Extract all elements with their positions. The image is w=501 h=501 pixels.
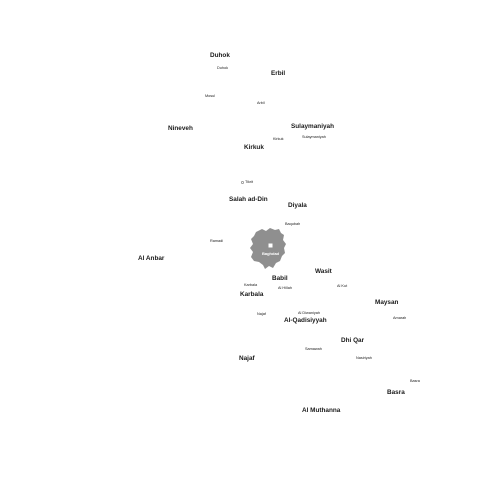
- province-label-sulaymaniyah: Sulaymaniyah: [291, 123, 334, 130]
- city-label-tikrit: Tikrit: [245, 180, 254, 184]
- city-label-nasiriyah: Nasiriyah: [356, 356, 372, 360]
- province-label-erbil: Erbil: [271, 70, 286, 77]
- city-label-arbil: Arbil: [257, 101, 265, 105]
- capital-marker: [268, 243, 273, 248]
- city-label-sulaymaniyah: Sulaymaniyah: [302, 135, 326, 139]
- province-label-duhok: Duhok: [210, 52, 230, 59]
- province-label-al-qadisiyyah: Al-Qadisiyyah: [284, 317, 327, 324]
- province-label-kirkuk: Kirkuk: [244, 144, 264, 151]
- province-label-wasit: Wasit: [315, 268, 332, 275]
- tikrit-marker: [241, 181, 244, 184]
- city-label-duhok: Duhok: [217, 66, 228, 70]
- city-label-al-diwaniyah: Al Diwaniyah: [298, 311, 320, 315]
- city-label-al-hillah: Al Hillah: [278, 286, 292, 290]
- province-label-babil: Babil: [272, 275, 288, 282]
- province-label-karbala: Karbala: [240, 291, 264, 298]
- province-label-al-muthanna: Al Muthanna: [302, 407, 341, 414]
- city-label-najaf: Najaf: [257, 312, 266, 316]
- city-label-baqubah: Baqubah: [285, 222, 301, 226]
- city-label-ramadi: Ramadi: [210, 239, 224, 243]
- city-label-karbala: Karbala: [244, 283, 258, 287]
- city-label-kirkuk: Kirkuk: [273, 137, 284, 141]
- city-label-baghdad: Baghdad: [262, 251, 280, 256]
- city-label-mosul: Mosul: [205, 94, 216, 98]
- province-label-al-anbar: Al Anbar: [138, 255, 165, 262]
- province-label-diyala: Diyala: [288, 202, 307, 209]
- city-label-samawah: Samawah: [305, 347, 322, 351]
- city-label-amarah: Amarah: [393, 316, 407, 320]
- province-label-basra: Basra: [387, 389, 405, 396]
- city-label-al-kut: Al Kut: [337, 284, 348, 288]
- province-label-najaf: Najaf: [239, 355, 255, 362]
- baghdad-region: [250, 228, 286, 269]
- province-label-nineveh: Nineveh: [168, 125, 193, 132]
- province-label-maysan: Maysan: [375, 299, 399, 306]
- city-label-basra: Basra: [410, 379, 420, 383]
- province-label-dhi-qar: Dhi Qar: [341, 337, 365, 344]
- province-label-salah-ad-din: Salah ad-Din: [229, 196, 268, 203]
